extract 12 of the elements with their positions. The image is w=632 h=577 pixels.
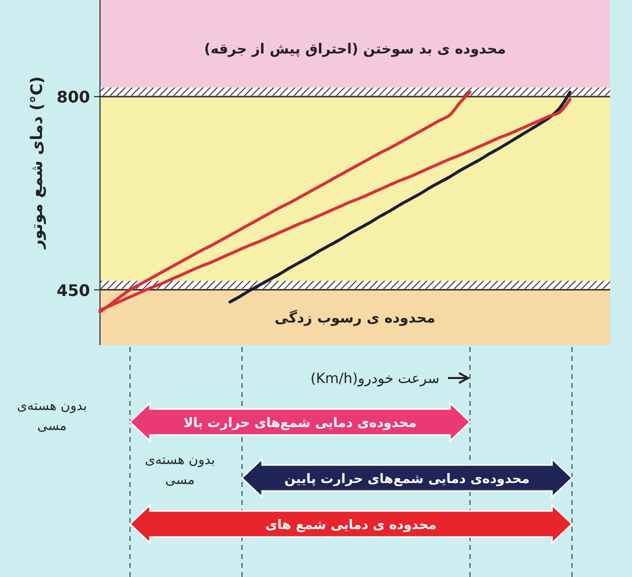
- line-series: [228, 90, 572, 304]
- y-axis-title: دمای شمع موتور (°C): [27, 76, 46, 250]
- band-label: محدوده ی رسوب زدگی: [274, 309, 436, 326]
- y-tick-label: 800: [56, 88, 90, 107]
- text: محدوده‌ی دمایی شمع‌های حرارت پایین: [284, 472, 530, 487]
- text: بدون هسته‌ی مسی: [145, 453, 215, 488]
- text: محدوده ی دمایی شمع های: [265, 518, 437, 533]
- y-tick-label: 450: [56, 280, 90, 300]
- x-axis-title: سرعت خودرو(Km/h): [310, 371, 440, 387]
- text: محدوده‌ی دمایی شمع‌های حرارت بالا: [183, 416, 417, 431]
- text: بدون هسته‌ی مسی: [17, 399, 87, 434]
- band-label: محدوده ی بد سوختن (احتراق پیش از جرقه): [204, 41, 506, 58]
